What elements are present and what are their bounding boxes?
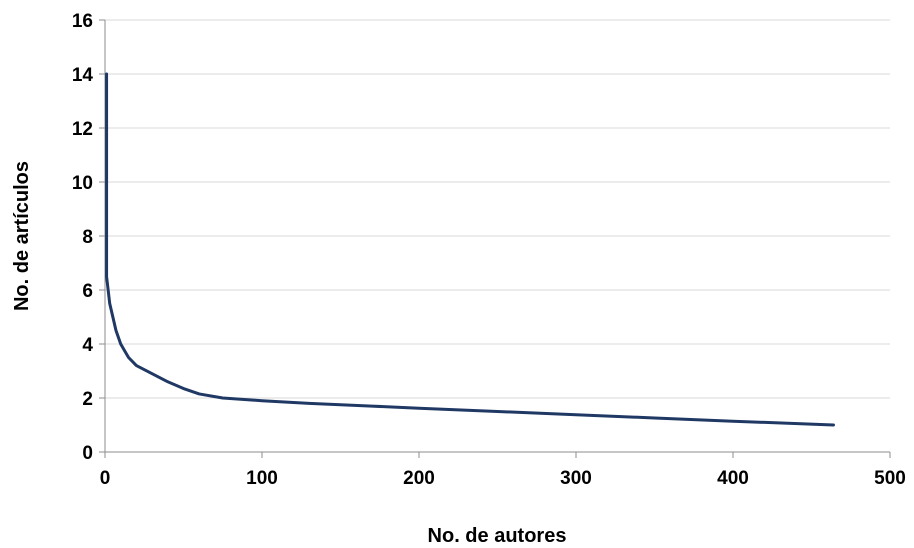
- x-tick-label: 100: [246, 468, 278, 489]
- y-tick-label: 12: [72, 119, 93, 140]
- y-tick-label: 14: [72, 65, 94, 86]
- y-tick-label: 8: [82, 227, 93, 248]
- y-axis-title: No. de artículos: [11, 161, 33, 311]
- x-tick-label: 0: [100, 468, 111, 489]
- x-tick-label: 300: [560, 468, 592, 489]
- y-tick-label: 0: [82, 443, 93, 464]
- y-tick-label: 6: [82, 281, 93, 302]
- y-tick-label: 4: [82, 335, 93, 356]
- x-tick-label: 400: [717, 468, 749, 489]
- y-tick-label: 10: [72, 173, 93, 194]
- y-tick-label: 2: [82, 389, 93, 410]
- series-group: [105, 72, 835, 427]
- x-axis-title: No. de autores: [428, 525, 567, 547]
- y-tick-label: 16: [72, 11, 93, 32]
- series-line-0: [105, 72, 835, 427]
- x-tick-label: 500: [874, 468, 906, 489]
- x-tick-label: 200: [403, 468, 435, 489]
- x-axis-ticks: 0 100 200 300 400 500: [100, 452, 906, 489]
- gridlines: [105, 19, 890, 399]
- y-axis-ticks: 0 2 4 6 8 10 12 14 16: [72, 11, 105, 464]
